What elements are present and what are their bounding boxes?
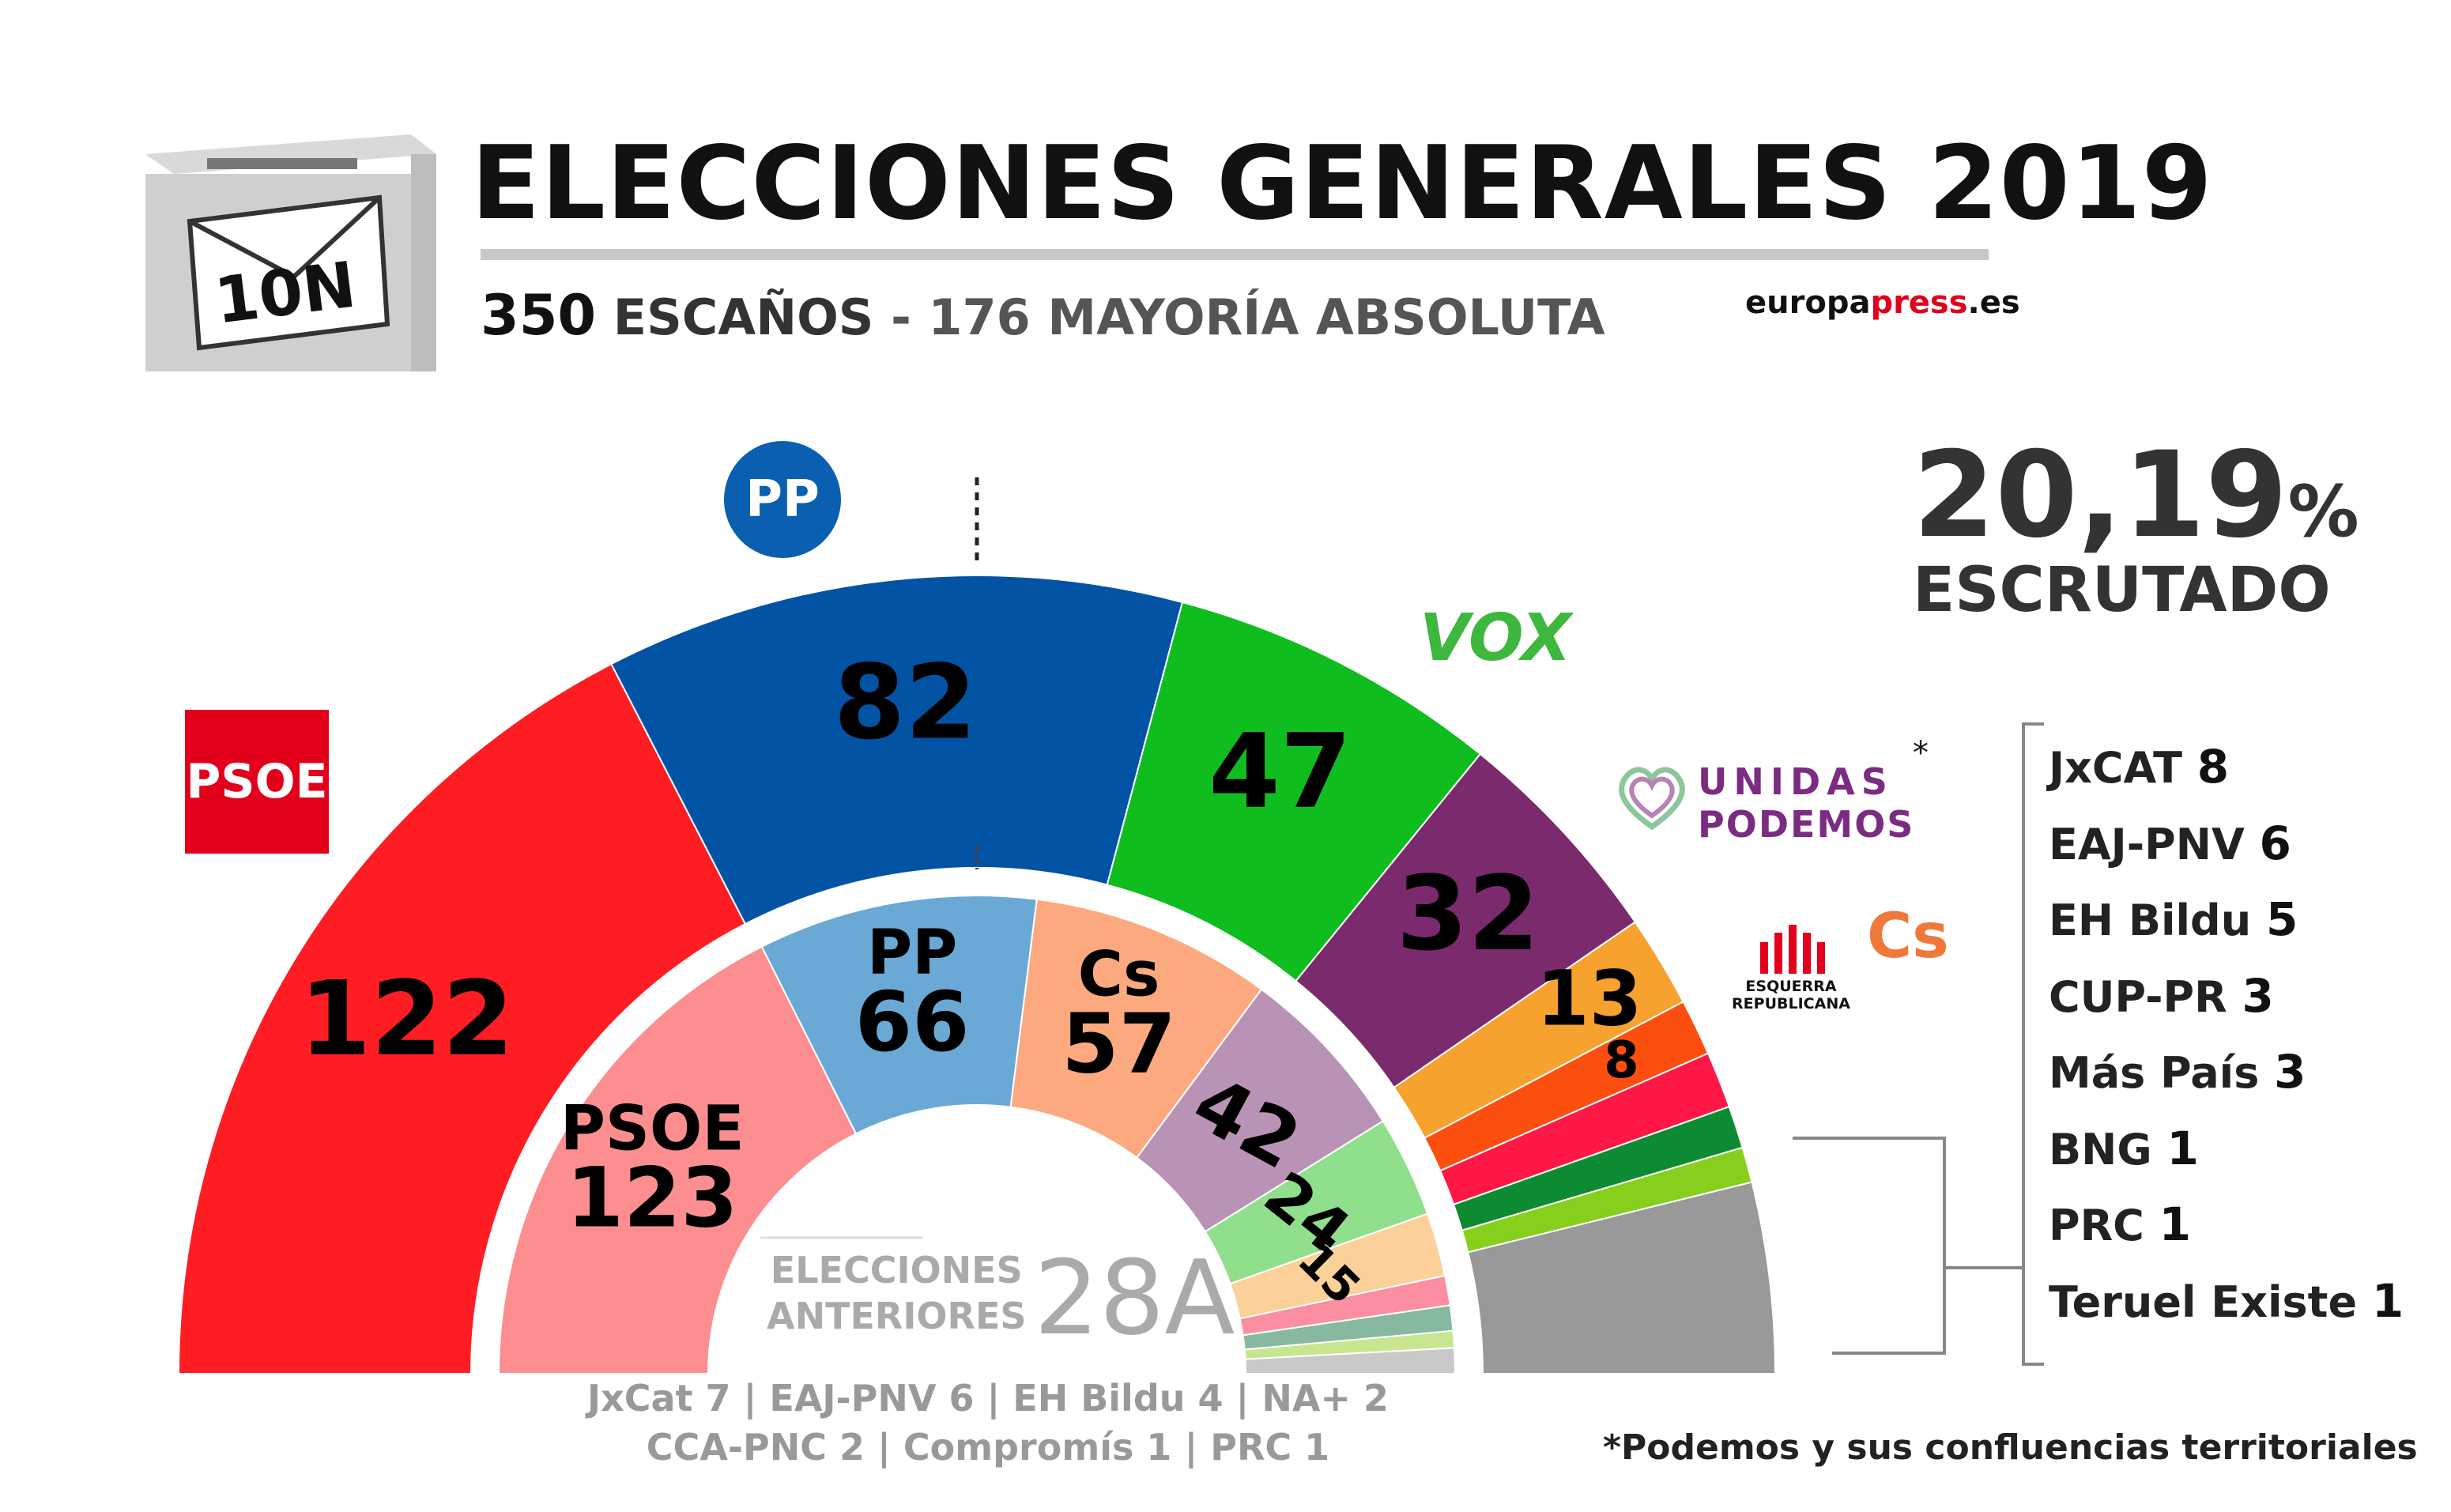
- previous-seat-party-0: PSOE: [560, 1093, 745, 1164]
- ring-separator: [473, 870, 1480, 1374]
- others-current-list: JxCAT 8 EAJ-PNV 6 EH Bildu 5 CUP-PR 3 Más Pa…: [2049, 729, 2404, 1339]
- current-seat-label-2: 47: [1209, 711, 1352, 831]
- others-list-seats: 8: [2196, 740, 2230, 794]
- current-seat-label-3: 32: [1397, 854, 1540, 974]
- others-list-seats: 1: [2159, 1197, 2191, 1251]
- ballot-box-icon: 10N: [145, 134, 436, 371]
- current-slice-psoe: [177, 662, 747, 1374]
- current-seat-label-5: 8: [1604, 1031, 1639, 1090]
- page-title: ELECCIONES GENERALES 2019: [471, 125, 2213, 243]
- vox-logo: VOX: [1420, 601, 1572, 676]
- previous-others-line2: CCA-PNC 2 | Compromís 1 | PRC 1: [646, 1426, 1330, 1469]
- current-seat-label-1: 82: [834, 643, 977, 763]
- erc-logo: ESQUERRA REPUBLICANA: [1728, 925, 1854, 1012]
- current-results-ring: [177, 575, 1777, 1374]
- others-list-seats: 1: [2371, 1273, 2404, 1328]
- others-list-seats: 3: [2274, 1045, 2306, 1099]
- title-underline: [481, 249, 1989, 260]
- current-slice-others: [1467, 1181, 1777, 1374]
- others-list-item: Más País 3: [2049, 1034, 2404, 1110]
- heart-icon: [1619, 767, 1685, 831]
- others-list-item: BNG 1: [2049, 1110, 2404, 1187]
- previous-slice-others-d: [1244, 1347, 1457, 1374]
- current-slice-pp: [610, 575, 1184, 926]
- seats-total: 350: [481, 283, 597, 348]
- previous-others-list: JxCat 7 | EAJ-PNV 6 | EH Bildu 4 | NA+ 2…: [474, 1374, 1502, 1472]
- percent-sign: %: [2287, 470, 2359, 553]
- previous-seat-label-2: 57: [1061, 995, 1176, 1092]
- cs-logo: Cs: [1867, 901, 1949, 972]
- erc-star-icon: [1760, 925, 1825, 974]
- previous-results-ring: [497, 895, 1457, 1374]
- previous-seat-party-1: PP: [867, 918, 957, 989]
- erc-logo-line1: ESQUERRA: [1745, 978, 1837, 995]
- previous-election-label: ELECCIONES ANTERIORES: [767, 1247, 1027, 1339]
- up-asterisk: *: [1913, 735, 1929, 771]
- scrutiny-percent: 20,19%: [1913, 427, 2359, 564]
- previous-seat-party-2: Cs: [1078, 940, 1160, 1011]
- credit-part-1: europa: [1745, 285, 1871, 321]
- scrutiny-label: ESCRUTADO: [1913, 555, 2331, 626]
- others-list-seats: 5: [2265, 892, 2298, 946]
- others-list-party: CUP-PR: [2049, 971, 2242, 1022]
- others-list-item: JxCAT 8: [2049, 729, 2404, 805]
- others-list-seats: 3: [2242, 968, 2274, 1023]
- summary-separator: -: [891, 288, 911, 346]
- others-list-item: EAJ-PNV 6: [2049, 805, 2404, 882]
- psoe-logo: PSOE: [185, 710, 329, 854]
- others-list-party: PRC: [2049, 1201, 2159, 1250]
- up-logo-line1: UNIDAS: [1698, 760, 1894, 803]
- others-list-party: BNG: [2049, 1124, 2167, 1175]
- seats-summary: 350 ESCAÑOS - 176 MAYORÍA ABSOLUTA: [481, 283, 1605, 348]
- footnote: *Podemos y sus confluencias territoriale…: [1603, 1427, 2418, 1468]
- previous-slice-psoe: [497, 945, 858, 1374]
- previous-label-line1: ELECCIONES: [770, 1249, 1023, 1291]
- previous-election-tag: 28A: [1034, 1238, 1235, 1358]
- others-list-seats: 1: [2166, 1121, 2199, 1175]
- others-list-item: PRC 1: [2049, 1186, 2404, 1263]
- previous-seat-label-1: 66: [855, 974, 970, 1070]
- others-list-party: Más País: [2049, 1048, 2275, 1098]
- others-list-item: Teruel Existe 1: [2049, 1263, 2404, 1340]
- credit-part-3: .es: [1967, 285, 2020, 321]
- others-list-item: EH Bildu 5: [2049, 881, 2404, 958]
- ballot-box-label: 10N: [211, 248, 360, 338]
- seats-word: ESCAÑOS: [613, 288, 874, 346]
- others-list-party: Teruel Existe: [2049, 1276, 2372, 1327]
- others-list-item: CUP-PR 3: [2049, 958, 2404, 1035]
- majority-word: MAYORÍA ABSOLUTA: [1047, 288, 1605, 346]
- others-bracket: [1793, 722, 2044, 1366]
- source-credit: europapress.es: [1745, 285, 2020, 321]
- up-logo-line2: PODEMOS: [1698, 803, 1915, 846]
- scrutiny-value: 20,19: [1913, 427, 2288, 564]
- others-list-seats: 6: [2259, 816, 2291, 870]
- previous-others-line1: JxCat 7 | EAJ-PNV 6 | EH Bildu 4 | NA+ 2: [586, 1377, 1390, 1420]
- pp-logo: PP: [724, 441, 841, 558]
- others-list-party: EAJ-PNV: [2049, 819, 2260, 869]
- previous-label-line2: ANTERIORES: [767, 1295, 1027, 1337]
- current-seat-label-4: 13: [1537, 955, 1642, 1043]
- previous-seat-label-0: 123: [567, 1149, 738, 1246]
- unidas-podemos-logo: UNIDAS PODEMOS: [1612, 757, 1929, 852]
- majority-number: 176: [928, 288, 1031, 346]
- current-seat-label-0: 122: [300, 959, 514, 1079]
- others-list-party: JxCAT: [2049, 743, 2197, 793]
- others-list-party: EH Bildu: [2049, 896, 2266, 945]
- credit-part-2: press: [1870, 285, 1968, 321]
- erc-logo-line2: REPUBLICANA: [1732, 995, 1850, 1012]
